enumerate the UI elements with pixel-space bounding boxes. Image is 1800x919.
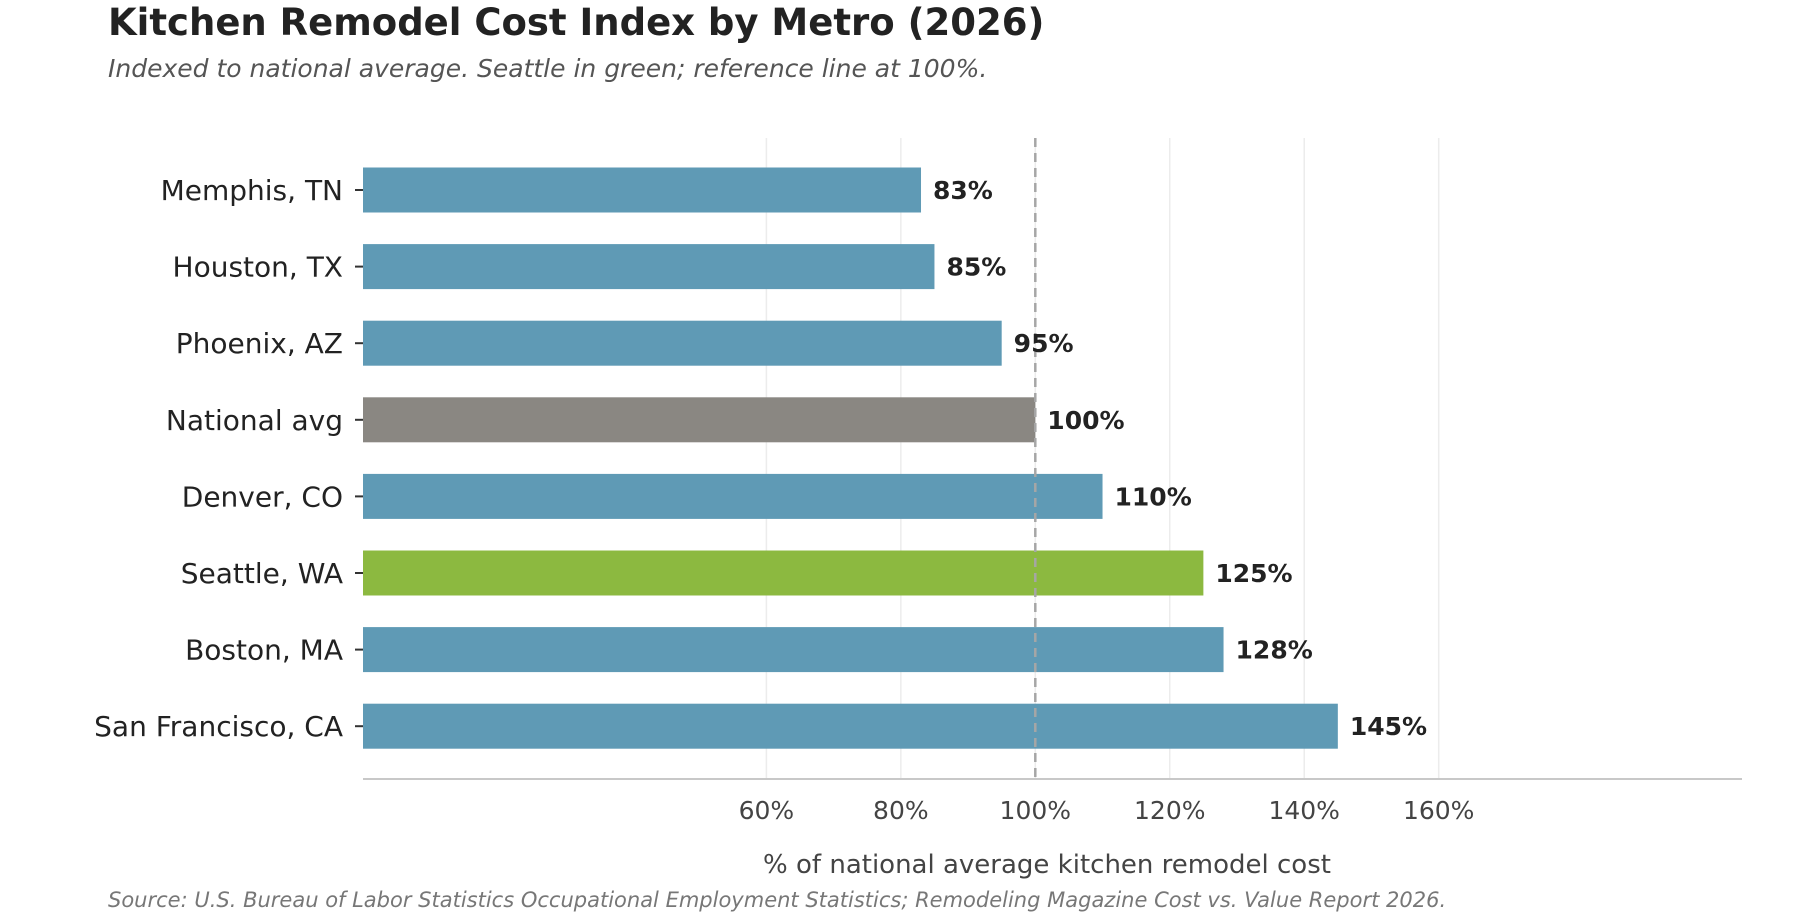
bar-7 xyxy=(363,703,1338,749)
category-labels: Memphis, TN Houston, TX Phoenix, AZ Nationa… xyxy=(94,174,363,743)
x-tick-label-120: 120% xyxy=(1134,796,1205,825)
x-tick-label-160: 160% xyxy=(1403,796,1474,825)
chart-subtitle: Indexed to national average. Seattle in … xyxy=(108,54,987,83)
bar-5 xyxy=(363,550,1204,596)
category-label-4: Denver, CO xyxy=(182,480,343,513)
category-label-6: Boston, MA xyxy=(185,634,343,667)
value-label-0: 83% xyxy=(933,176,993,205)
category-label-5: Seattle, WA xyxy=(181,557,343,590)
value-label-1: 85% xyxy=(946,253,1006,282)
value-label-3: 100% xyxy=(1047,406,1124,435)
bar-0 xyxy=(363,167,922,213)
category-label-0: Memphis, TN xyxy=(161,174,343,207)
value-label-4: 110% xyxy=(1115,482,1192,511)
value-label-6: 128% xyxy=(1236,636,1313,665)
x-axis: 60% 80% 100% 120% 140% 160% xyxy=(363,778,1742,825)
value-labels: 83% 85% 95% 100% 110% 125% 128% 145% xyxy=(933,176,1427,741)
category-label-7: San Francisco, CA xyxy=(94,710,343,743)
value-label-5: 125% xyxy=(1215,559,1292,588)
category-label-1: Houston, TX xyxy=(173,251,343,284)
x-tick-label-80: 80% xyxy=(873,796,929,825)
category-label-3: National avg xyxy=(166,404,343,437)
x-tick-label-100: 100% xyxy=(1000,796,1071,825)
source-note: Source: U.S. Bureau of Labor Statistics … xyxy=(108,888,1446,912)
value-label-2: 95% xyxy=(1014,329,1074,358)
bar-4 xyxy=(363,473,1103,519)
x-tick-label-140: 140% xyxy=(1268,796,1339,825)
bar-6 xyxy=(363,627,1224,673)
bar-2 xyxy=(363,320,1002,366)
x-tick-label-60: 60% xyxy=(739,796,795,825)
bar-3 xyxy=(363,397,1036,443)
bars xyxy=(363,167,1338,749)
category-label-2: Phoenix, AZ xyxy=(176,327,343,360)
x-axis-title: % of national average kitchen remodel co… xyxy=(763,850,1331,880)
bar-1 xyxy=(363,244,935,290)
chart-title: Kitchen Remodel Cost Index by Metro (202… xyxy=(108,1,1044,44)
gridlines xyxy=(765,138,1440,779)
value-label-7: 145% xyxy=(1350,712,1427,741)
